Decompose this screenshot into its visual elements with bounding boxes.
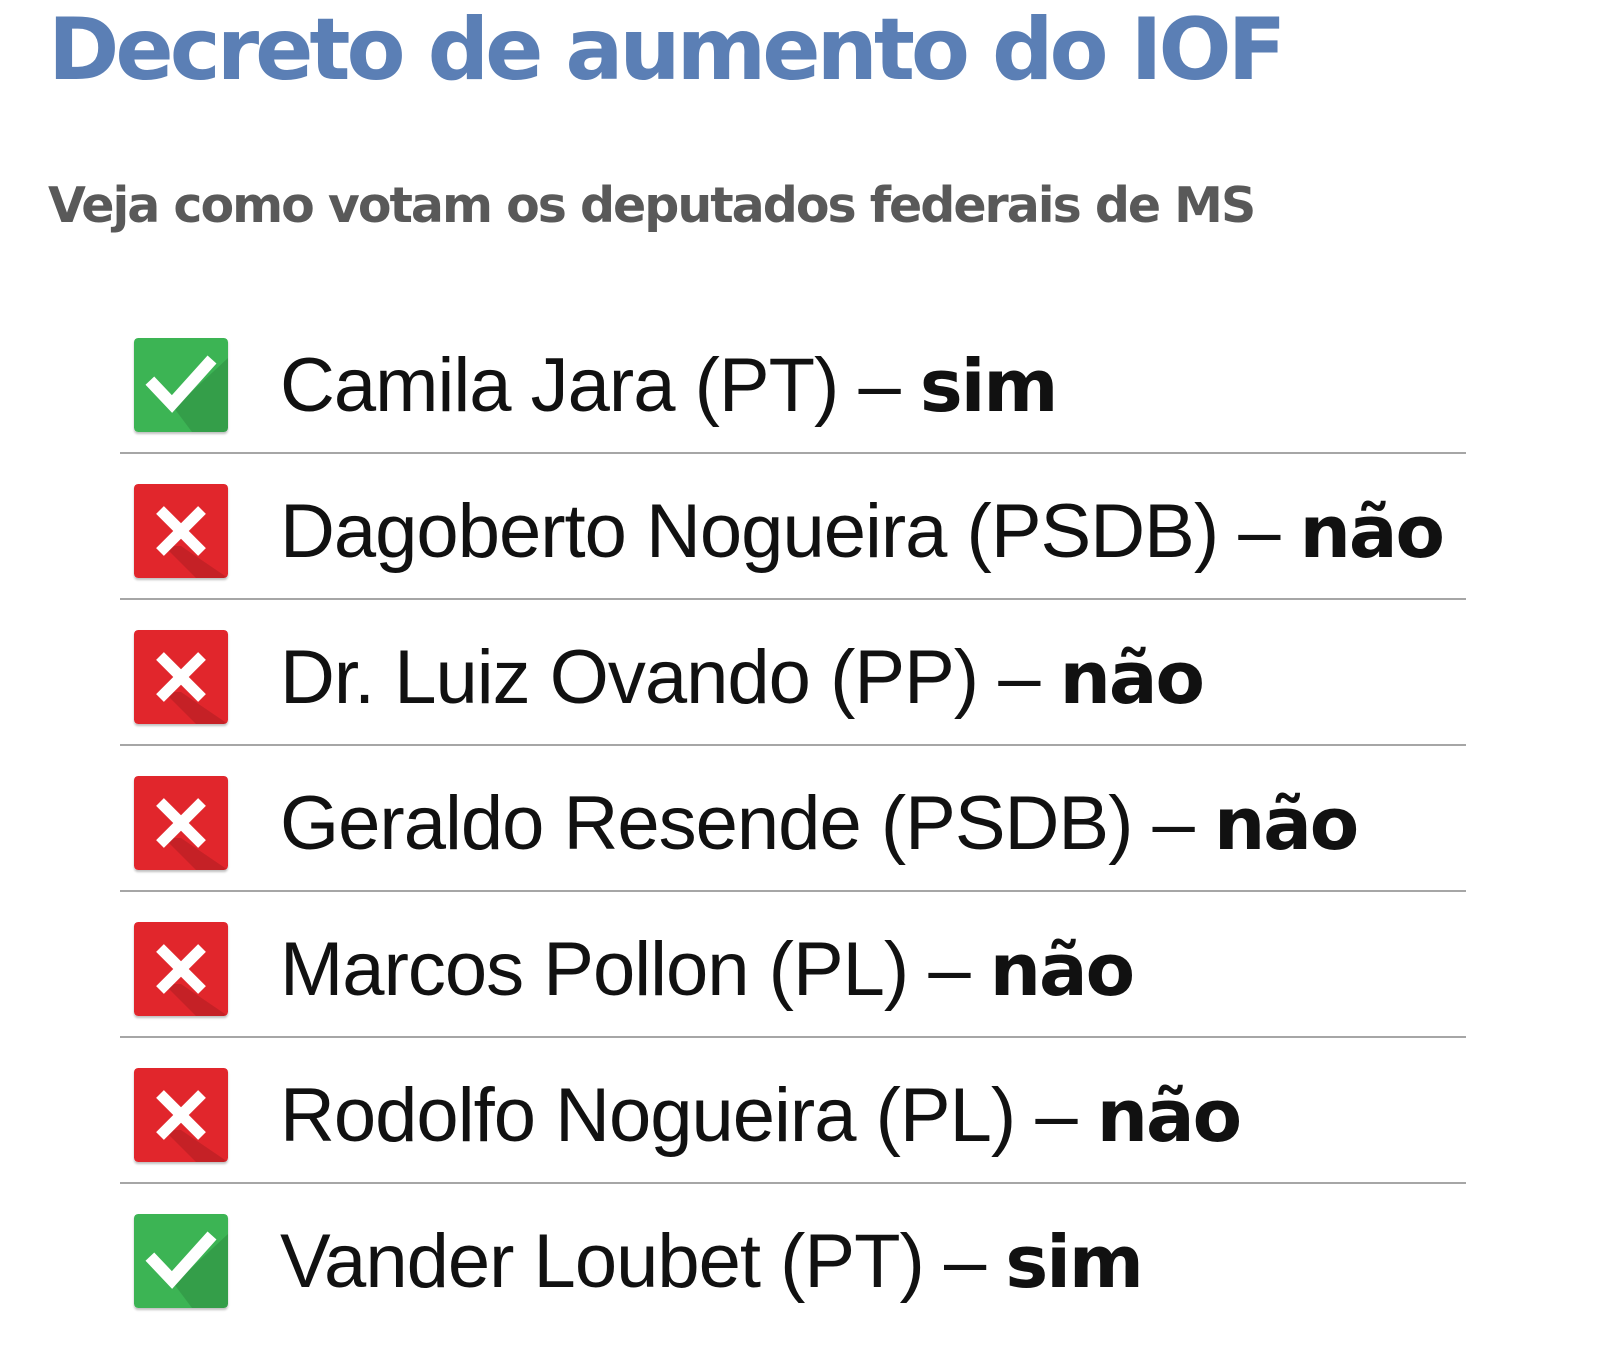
deputy-name: Dr. Luiz Ovando (PP) (280, 635, 979, 720)
check-icon (134, 338, 228, 432)
deputy-name: Geraldo Resende (PSDB) (280, 781, 1133, 866)
vote-text: Dagoberto Nogueira (PSDB) – não (280, 489, 1445, 575)
vote-row: Dagoberto Nogueira (PSDB) – não (120, 454, 1466, 600)
page-title: Decreto de aumento do IOF (48, 0, 1286, 100)
vote-row: Dr. Luiz Ovando (PP) – não (120, 600, 1466, 746)
vote-separator: – (1238, 489, 1280, 574)
vote-separator: – (1035, 1073, 1077, 1158)
vote-answer: não (1059, 636, 1205, 720)
vote-separator: – (858, 343, 900, 428)
x-icon (134, 922, 228, 1016)
page-subtitle: Veja como votam os deputados federais de… (48, 177, 1256, 234)
vote-text: Dr. Luiz Ovando (PP) – não (280, 635, 1205, 721)
vote-separator: – (928, 927, 970, 1012)
vote-row: Marcos Pollon (PL) – não (120, 892, 1466, 1038)
vote-row: Geraldo Resende (PSDB) – não (120, 746, 1466, 892)
x-icon (134, 484, 228, 578)
vote-answer: não (1299, 490, 1445, 574)
vote-answer: sim (919, 344, 1059, 428)
vote-text: Vander Loubet (PT) – sim (280, 1219, 1144, 1305)
deputy-name: Dagoberto Nogueira (PSDB) (280, 489, 1219, 574)
vote-answer: sim (1005, 1220, 1144, 1304)
vote-row: Camila Jara (PT) – sim (120, 308, 1466, 454)
vote-row: Vander Loubet (PT) – sim (120, 1184, 1466, 1330)
deputy-name: Vander Loubet (PT) (280, 1219, 925, 1304)
x-icon (134, 630, 228, 724)
vote-list: Camila Jara (PT) – sim Dagoberto Nogueir… (120, 308, 1466, 1330)
x-icon (134, 1068, 228, 1162)
vote-row: Rodolfo Nogueira (PL) – não (120, 1038, 1466, 1184)
vote-text: Marcos Pollon (PL) – não (280, 927, 1135, 1013)
check-icon (134, 1214, 228, 1308)
vote-separator: – (1152, 781, 1195, 866)
vote-text: Camila Jara (PT) – sim (280, 343, 1059, 429)
vote-text: Geraldo Resende (PSDB) – não (280, 781, 1359, 867)
deputy-name: Camila Jara (PT) (280, 343, 839, 428)
vote-separator: – (998, 635, 1040, 720)
vote-text: Rodolfo Nogueira (PL) – não (280, 1073, 1242, 1159)
vote-answer: não (1213, 782, 1359, 866)
deputy-name: Rodolfo Nogueira (PL) (280, 1073, 1016, 1158)
vote-answer: não (989, 928, 1135, 1012)
vote-separator: – (943, 1219, 986, 1304)
vote-answer: não (1096, 1074, 1242, 1158)
x-icon (134, 776, 228, 870)
deputy-name: Marcos Pollon (PL) (280, 927, 909, 1012)
